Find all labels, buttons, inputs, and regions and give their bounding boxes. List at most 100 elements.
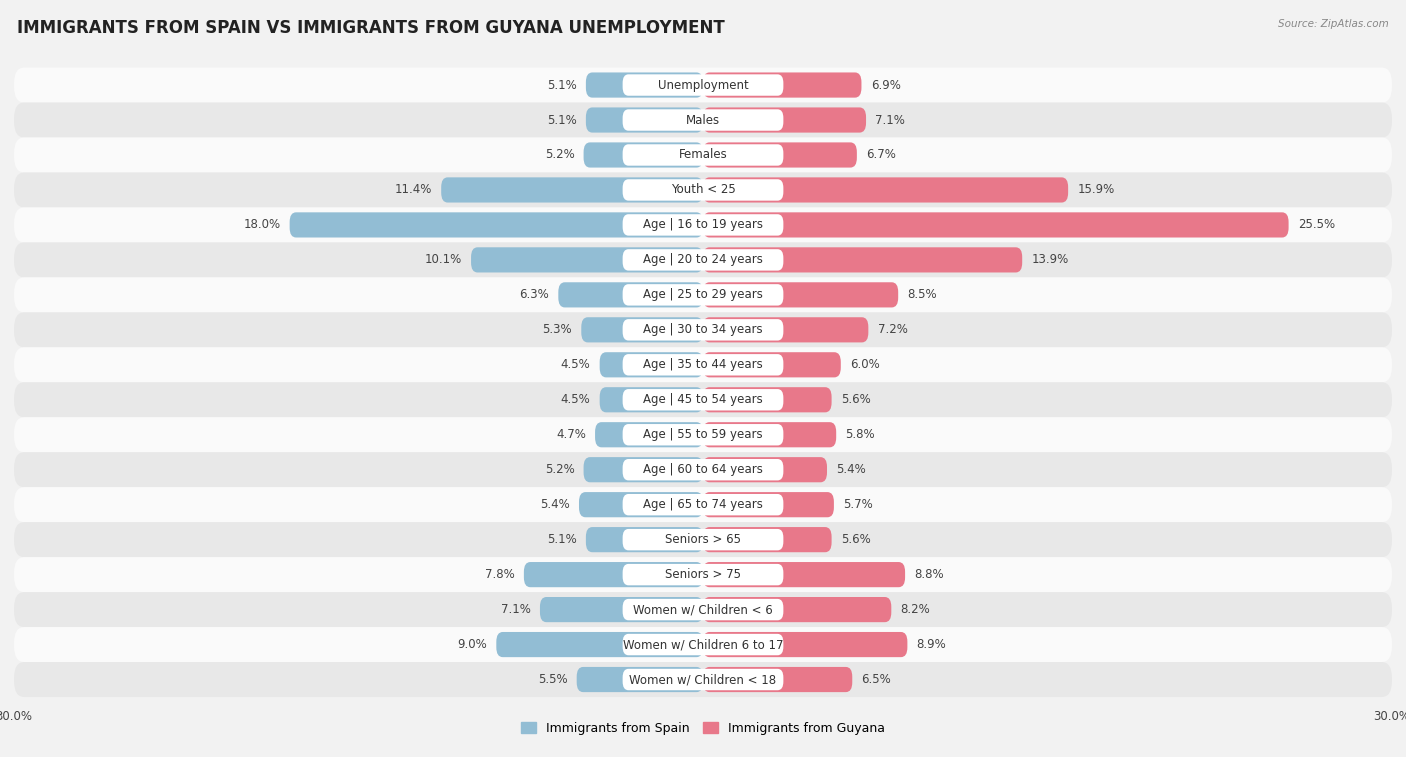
Text: 5.4%: 5.4% [837,463,866,476]
Text: 5.1%: 5.1% [547,533,576,546]
FancyBboxPatch shape [623,249,783,270]
Text: Age | 35 to 44 years: Age | 35 to 44 years [643,358,763,371]
FancyBboxPatch shape [703,632,907,657]
FancyBboxPatch shape [623,354,783,375]
FancyBboxPatch shape [14,627,1392,662]
Text: 4.5%: 4.5% [561,394,591,407]
FancyBboxPatch shape [583,142,703,167]
FancyBboxPatch shape [586,107,703,132]
Text: 5.6%: 5.6% [841,533,870,546]
FancyBboxPatch shape [14,347,1392,382]
FancyBboxPatch shape [599,352,703,378]
Text: 4.7%: 4.7% [555,428,586,441]
Text: 6.3%: 6.3% [519,288,550,301]
FancyBboxPatch shape [623,529,783,550]
FancyBboxPatch shape [599,387,703,413]
FancyBboxPatch shape [581,317,703,342]
FancyBboxPatch shape [579,492,703,517]
Text: 9.0%: 9.0% [457,638,486,651]
FancyBboxPatch shape [623,214,783,235]
Legend: Immigrants from Spain, Immigrants from Guyana: Immigrants from Spain, Immigrants from G… [516,717,890,740]
FancyBboxPatch shape [703,562,905,587]
FancyBboxPatch shape [595,422,703,447]
FancyBboxPatch shape [703,457,827,482]
FancyBboxPatch shape [14,242,1392,277]
Text: 8.5%: 8.5% [907,288,936,301]
Text: 5.1%: 5.1% [547,79,576,92]
FancyBboxPatch shape [14,557,1392,592]
FancyBboxPatch shape [623,634,783,656]
Text: 5.7%: 5.7% [844,498,873,511]
Text: Unemployment: Unemployment [658,79,748,92]
Text: Age | 25 to 29 years: Age | 25 to 29 years [643,288,763,301]
FancyBboxPatch shape [14,67,1392,102]
FancyBboxPatch shape [623,284,783,306]
FancyBboxPatch shape [703,142,856,167]
Text: 5.3%: 5.3% [543,323,572,336]
FancyBboxPatch shape [623,179,783,201]
FancyBboxPatch shape [703,387,831,413]
FancyBboxPatch shape [703,282,898,307]
Text: Age | 55 to 59 years: Age | 55 to 59 years [643,428,763,441]
Text: 6.0%: 6.0% [851,358,880,371]
FancyBboxPatch shape [14,382,1392,417]
Text: 5.2%: 5.2% [544,463,575,476]
FancyBboxPatch shape [441,177,703,203]
FancyBboxPatch shape [14,488,1392,522]
Text: Women w/ Children < 18: Women w/ Children < 18 [630,673,776,686]
Text: Seniors > 75: Seniors > 75 [665,568,741,581]
FancyBboxPatch shape [14,207,1392,242]
Text: 5.5%: 5.5% [538,673,568,686]
Text: 7.1%: 7.1% [501,603,531,616]
FancyBboxPatch shape [623,494,783,516]
FancyBboxPatch shape [623,669,783,690]
FancyBboxPatch shape [703,107,866,132]
Text: Age | 30 to 34 years: Age | 30 to 34 years [643,323,763,336]
FancyBboxPatch shape [703,667,852,692]
FancyBboxPatch shape [623,109,783,131]
FancyBboxPatch shape [14,102,1392,138]
Text: 13.9%: 13.9% [1032,254,1069,266]
FancyBboxPatch shape [586,73,703,98]
FancyBboxPatch shape [14,662,1392,697]
Text: 5.8%: 5.8% [845,428,875,441]
Text: Women w/ Children 6 to 17: Women w/ Children 6 to 17 [623,638,783,651]
FancyBboxPatch shape [558,282,703,307]
FancyBboxPatch shape [703,177,1069,203]
FancyBboxPatch shape [623,145,783,166]
FancyBboxPatch shape [14,313,1392,347]
Text: Age | 45 to 54 years: Age | 45 to 54 years [643,394,763,407]
FancyBboxPatch shape [703,248,1022,273]
FancyBboxPatch shape [14,277,1392,313]
Text: 5.1%: 5.1% [547,114,576,126]
Text: Age | 16 to 19 years: Age | 16 to 19 years [643,219,763,232]
FancyBboxPatch shape [623,424,783,445]
Text: Seniors > 65: Seniors > 65 [665,533,741,546]
Text: 15.9%: 15.9% [1077,183,1115,197]
FancyBboxPatch shape [14,173,1392,207]
Text: Age | 60 to 64 years: Age | 60 to 64 years [643,463,763,476]
Text: 5.4%: 5.4% [540,498,569,511]
FancyBboxPatch shape [623,599,783,620]
Text: Age | 65 to 74 years: Age | 65 to 74 years [643,498,763,511]
Text: 5.6%: 5.6% [841,394,870,407]
FancyBboxPatch shape [14,592,1392,627]
Text: 6.7%: 6.7% [866,148,896,161]
FancyBboxPatch shape [540,597,703,622]
Text: Source: ZipAtlas.com: Source: ZipAtlas.com [1278,19,1389,29]
FancyBboxPatch shape [14,522,1392,557]
FancyBboxPatch shape [586,527,703,553]
Text: 6.5%: 6.5% [862,673,891,686]
FancyBboxPatch shape [496,632,703,657]
FancyBboxPatch shape [14,138,1392,173]
FancyBboxPatch shape [703,422,837,447]
FancyBboxPatch shape [524,562,703,587]
FancyBboxPatch shape [471,248,703,273]
FancyBboxPatch shape [290,212,703,238]
Text: Females: Females [679,148,727,161]
Text: Males: Males [686,114,720,126]
FancyBboxPatch shape [583,457,703,482]
Text: 6.9%: 6.9% [870,79,900,92]
Text: 10.1%: 10.1% [425,254,461,266]
Text: 8.2%: 8.2% [900,603,931,616]
